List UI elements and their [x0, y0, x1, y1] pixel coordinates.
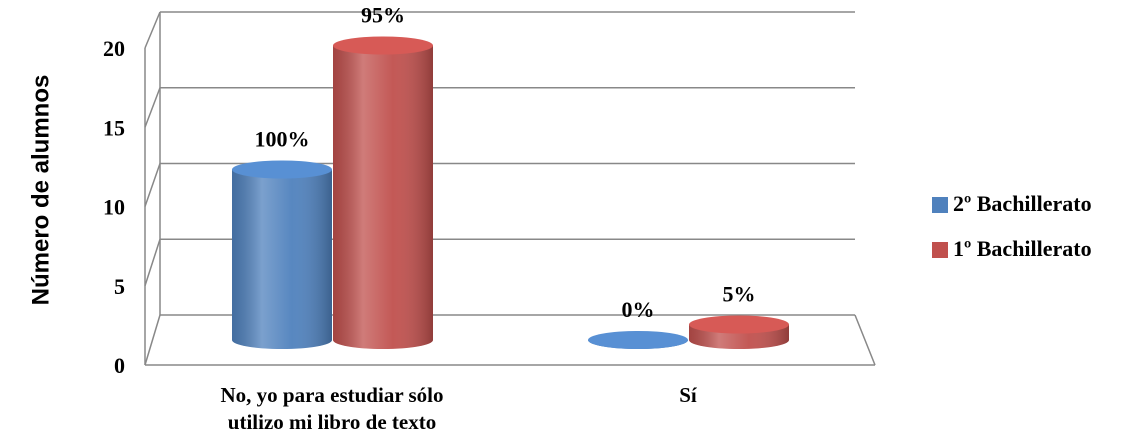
axis-tick: [144, 239, 161, 286]
legend-label: 2º Bachillerato: [953, 191, 1092, 216]
bar-shade: [232, 169, 332, 349]
x-tick-label: Sí: [679, 383, 697, 407]
axis-tick: [144, 11, 161, 49]
data-label: 5%: [723, 282, 756, 307]
legend-label: 1º Bachillerato: [953, 236, 1092, 261]
bar-top: [333, 36, 433, 55]
y-axis-title: Número de alumnos: [27, 75, 54, 306]
y-tick-label: 10: [103, 195, 125, 220]
bar-top: [588, 331, 688, 349]
bar-shade: [333, 45, 433, 349]
bar-top: [689, 315, 789, 334]
legend-swatch: [932, 197, 948, 213]
bar-top: [232, 160, 332, 179]
axis-tick: [144, 87, 161, 128]
floor-edge: [854, 314, 876, 366]
y-tick-label: 20: [103, 36, 125, 61]
axis-tick: [144, 163, 161, 207]
axis-tick: [144, 314, 161, 366]
y-tick-label: 15: [103, 115, 125, 140]
x-tick-label: No, yo para estudiar sólo utilizo mi lib…: [220, 383, 444, 434]
data-label: 100%: [255, 127, 310, 152]
data-label: 95%: [361, 3, 405, 28]
legend-swatch: [932, 242, 948, 258]
y-tick-label: 5: [114, 274, 125, 299]
y-tick-label: 0: [114, 353, 125, 378]
data-label: 0%: [622, 297, 655, 322]
